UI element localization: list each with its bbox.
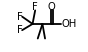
- Text: F: F: [17, 25, 22, 35]
- Text: F: F: [17, 12, 22, 22]
- Text: OH: OH: [62, 19, 77, 29]
- Text: O: O: [48, 2, 56, 12]
- Text: F: F: [32, 2, 38, 12]
